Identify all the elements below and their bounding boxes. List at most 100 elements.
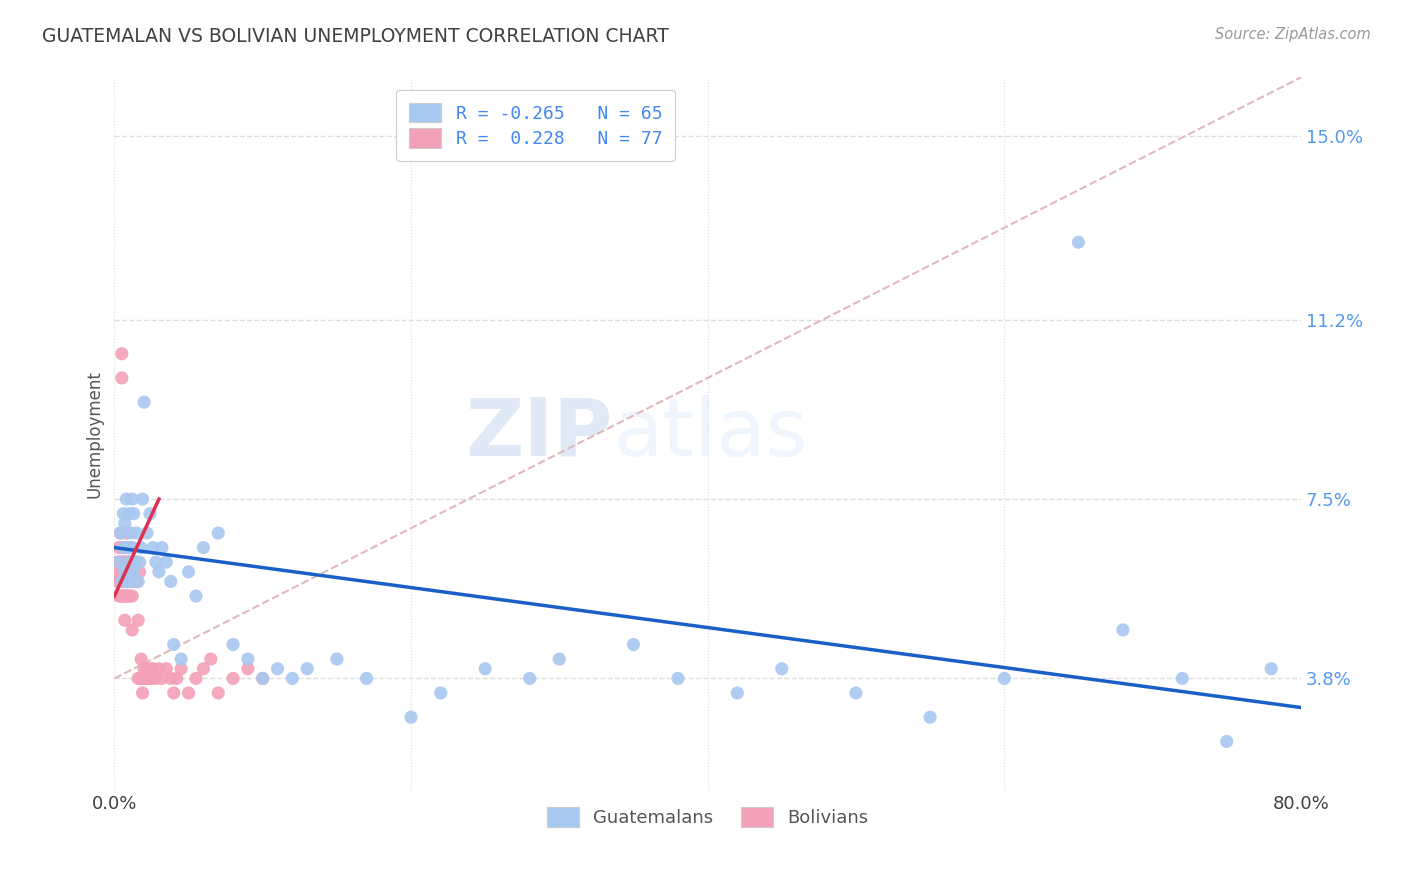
Point	[114, 565, 136, 579]
Point	[920, 710, 942, 724]
Point	[111, 565, 134, 579]
Point	[184, 672, 207, 686]
Point	[207, 526, 229, 541]
Point	[399, 710, 422, 724]
Point	[236, 652, 259, 666]
Point	[114, 613, 136, 627]
Point	[170, 652, 193, 666]
Point	[114, 589, 136, 603]
Text: ZIP: ZIP	[465, 394, 613, 473]
Point	[139, 507, 162, 521]
Point	[129, 672, 152, 686]
Point	[118, 555, 141, 569]
Point	[127, 613, 149, 627]
Point	[474, 662, 496, 676]
Point	[125, 526, 148, 541]
Point	[111, 371, 134, 385]
Point	[725, 686, 748, 700]
Point	[118, 565, 141, 579]
Point	[252, 672, 274, 686]
Point	[108, 565, 131, 579]
Point	[145, 672, 167, 686]
Point	[142, 541, 165, 555]
Point	[1067, 235, 1090, 250]
Point	[112, 541, 135, 555]
Point	[108, 555, 131, 569]
Point	[252, 672, 274, 686]
Point	[127, 672, 149, 686]
Point	[118, 507, 141, 521]
Point	[993, 672, 1015, 686]
Point	[326, 652, 349, 666]
Point	[131, 686, 153, 700]
Point	[666, 672, 689, 686]
Point	[128, 565, 150, 579]
Point	[114, 555, 136, 569]
Point	[128, 555, 150, 569]
Point	[125, 555, 148, 569]
Point	[115, 565, 138, 579]
Point	[136, 662, 159, 676]
Point	[122, 565, 145, 579]
Point	[111, 347, 134, 361]
Point	[150, 672, 173, 686]
Point	[623, 638, 645, 652]
Point	[115, 574, 138, 589]
Point	[132, 662, 155, 676]
Point	[124, 555, 146, 569]
Point	[105, 555, 128, 569]
Point	[281, 672, 304, 686]
Point	[519, 672, 541, 686]
Point	[138, 672, 160, 686]
Point	[121, 492, 143, 507]
Point	[115, 555, 138, 569]
Point	[118, 589, 141, 603]
Point	[159, 672, 181, 686]
Point	[117, 555, 139, 569]
Point	[121, 589, 143, 603]
Point	[132, 672, 155, 686]
Point	[111, 589, 134, 603]
Point	[121, 623, 143, 637]
Point	[112, 555, 135, 569]
Point	[120, 574, 142, 589]
Point	[120, 555, 142, 569]
Point	[155, 662, 177, 676]
Point	[117, 541, 139, 555]
Point	[111, 555, 134, 569]
Point	[184, 589, 207, 603]
Point	[207, 686, 229, 700]
Point	[163, 686, 186, 700]
Point	[150, 541, 173, 555]
Point	[108, 589, 131, 603]
Point	[120, 574, 142, 589]
Point	[136, 526, 159, 541]
Point	[193, 541, 215, 555]
Point	[148, 662, 170, 676]
Point	[111, 574, 134, 589]
Point	[129, 652, 152, 666]
Point	[132, 395, 155, 409]
Point	[155, 555, 177, 569]
Point	[125, 574, 148, 589]
Point	[129, 541, 152, 555]
Point	[193, 662, 215, 676]
Point	[115, 526, 138, 541]
Point	[122, 565, 145, 579]
Point	[124, 574, 146, 589]
Point	[429, 686, 451, 700]
Point	[114, 516, 136, 531]
Point	[163, 638, 186, 652]
Point	[110, 526, 132, 541]
Point	[177, 686, 200, 700]
Point	[117, 589, 139, 603]
Point	[297, 662, 319, 676]
Point	[117, 541, 139, 555]
Point	[159, 574, 181, 589]
Point	[1260, 662, 1282, 676]
Point	[1171, 672, 1194, 686]
Point	[135, 672, 157, 686]
Point	[131, 492, 153, 507]
Point	[170, 662, 193, 676]
Point	[166, 672, 188, 686]
